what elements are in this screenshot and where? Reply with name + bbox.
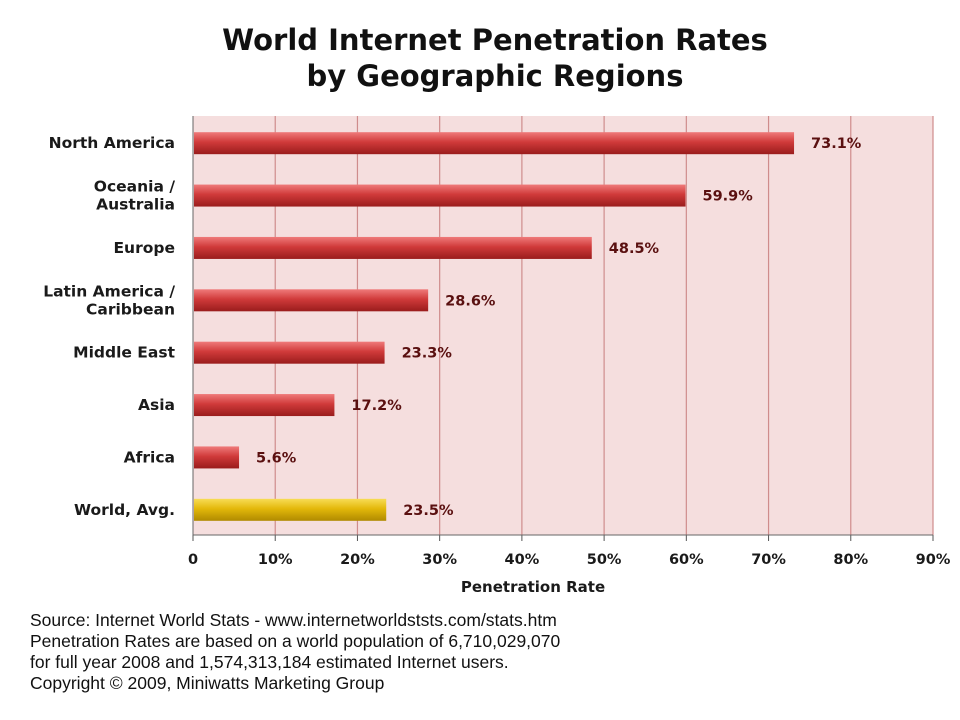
x-tick-label: 40% — [505, 552, 540, 568]
bar — [194, 132, 795, 155]
value-label: 48.5% — [609, 241, 660, 257]
value-label: 17.2% — [351, 398, 402, 414]
bar — [194, 341, 385, 364]
x-tick-label: 70% — [751, 552, 786, 568]
value-label: 23.3% — [402, 346, 453, 362]
bar — [194, 446, 240, 469]
chart-title-line: World Internet Penetration Rates — [222, 23, 768, 57]
x-tick-label: 50% — [587, 552, 622, 568]
value-label: 73.1% — [811, 136, 862, 152]
bar — [194, 236, 592, 259]
bar-chart: 73.1% North America 59.9% Oceania / Australi… — [43, 116, 951, 596]
category-label: Latin America / Caribbean — [43, 282, 175, 318]
copyright-note: Copyright © 2009, Miniwatts Marketing Gr… — [30, 673, 385, 693]
x-tick-label: 20% — [340, 552, 375, 568]
chart-title: World Internet Penetration Rates by Geog… — [0, 22, 960, 94]
x-axis-title: Penetration Rate — [461, 578, 605, 596]
value-label: 5.6% — [256, 450, 297, 466]
chart-subtitle: by Geographic Regions — [306, 59, 684, 93]
population-note: Penetration Rates are based on a world p… — [30, 631, 561, 651]
value-label: 28.6% — [445, 293, 496, 309]
x-tick-label: 90% — [916, 552, 951, 568]
bar-world-avg — [194, 498, 387, 521]
x-tick-label: 0 — [188, 552, 198, 568]
bar — [194, 184, 686, 207]
category-label: North America — [49, 134, 175, 152]
category-label: Europe — [113, 239, 175, 257]
category-label: Middle East — [73, 344, 175, 362]
x-tick-label: 10% — [258, 552, 293, 568]
plot-area — [193, 116, 933, 535]
bar — [194, 289, 429, 312]
source-line: Source: Internet World Stats - www.inter… — [30, 610, 557, 630]
users-note: for full year 2008 and 1,574,313,184 est… — [30, 652, 509, 672]
x-tick-label: 30% — [422, 552, 457, 568]
category-label: Africa — [124, 448, 175, 466]
category-label: Asia — [138, 396, 175, 414]
category-label: Oceania / Australia — [94, 178, 176, 214]
x-tick-label: 60% — [669, 552, 704, 568]
value-label: 59.9% — [703, 189, 754, 205]
value-label: 23.5% — [403, 503, 454, 519]
category-label: World, Avg. — [74, 501, 175, 519]
x-tick-label: 80% — [833, 552, 868, 568]
bar — [194, 394, 335, 417]
source-notes: Source: Internet World Stats - www.inter… — [30, 610, 930, 694]
